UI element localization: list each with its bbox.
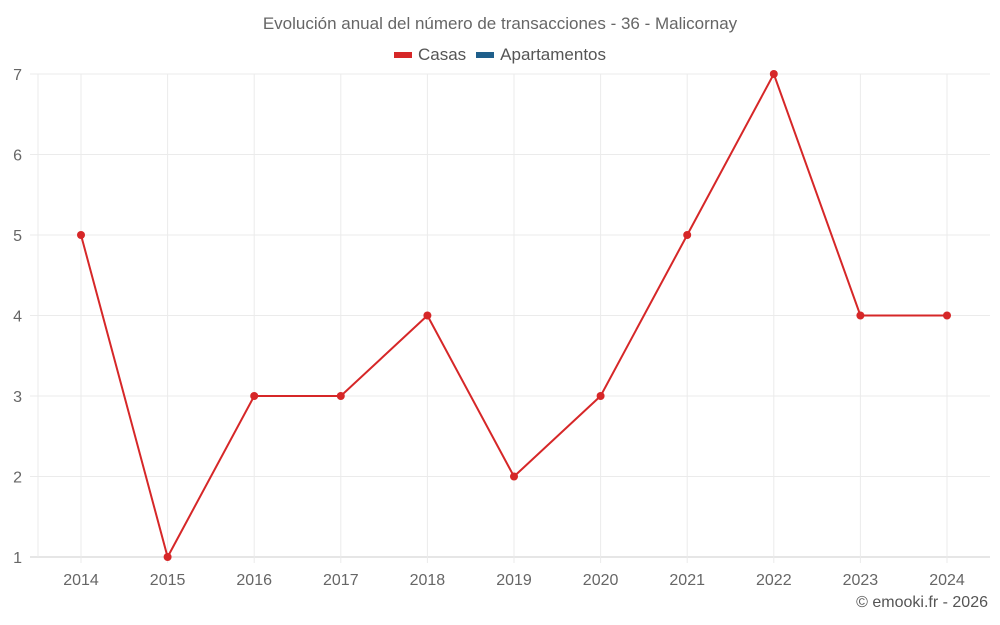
- data-point: [769, 70, 778, 78]
- data-point: [163, 553, 172, 561]
- data-point: [596, 392, 605, 400]
- x-tick-label: 2022: [756, 572, 792, 589]
- legend-label-casas: Casas: [417, 45, 467, 64]
- y-tick-label: 4: [13, 309, 22, 326]
- data-point: [336, 392, 345, 400]
- data-point: [510, 472, 518, 481]
- legend-swatch-casas: [393, 52, 412, 58]
- y-tick-label: 1: [13, 550, 22, 567]
- x-tick-label: 2021: [669, 572, 705, 589]
- chart-title: Evolución anual del número de transaccio…: [262, 14, 738, 33]
- x-tick-label: 2023: [843, 572, 879, 589]
- legend-swatch-apartamentos: [476, 52, 495, 58]
- data-point: [77, 231, 85, 239]
- data-point: [250, 392, 259, 400]
- y-tick-label: 6: [13, 148, 22, 165]
- legend-item-apartamentos[interactable]: Apartamentos: [476, 45, 606, 65]
- x-tick-label: 2015: [150, 572, 186, 589]
- credit-text: © emooki.fr - 2026: [856, 594, 988, 611]
- x-tick-label: 2019: [496, 572, 532, 589]
- data-point: [683, 231, 692, 239]
- y-tick-label: 3: [13, 389, 22, 406]
- x-tick-label: 2018: [410, 572, 446, 589]
- data-point: [856, 311, 865, 320]
- x-tick-label: 2014: [63, 572, 99, 589]
- data-point: [943, 311, 951, 320]
- y-tick-label: 2: [13, 470, 22, 487]
- x-tick-label: 2024: [929, 572, 965, 589]
- x-tick-label: 2016: [236, 572, 272, 589]
- x-tick-label: 2017: [323, 572, 359, 589]
- legend-label-apartamentos: Apartamentos: [500, 45, 607, 64]
- legend-item-casas[interactable]: Casas: [393, 45, 467, 65]
- y-tick-label: 5: [13, 228, 22, 245]
- chart-legend: Casas Apartamentos: [0, 45, 1000, 65]
- data-point: [423, 311, 432, 320]
- y-tick-label: 7: [13, 67, 22, 84]
- x-tick-label: 2020: [583, 572, 619, 589]
